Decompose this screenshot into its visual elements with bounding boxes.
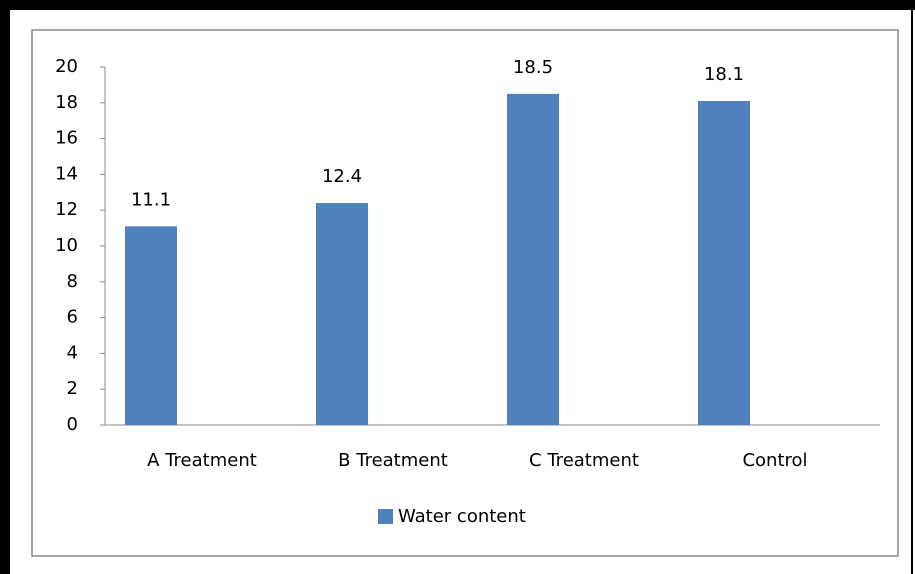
x-tick-label: B Treatment xyxy=(338,450,448,471)
data-label: 11.1 xyxy=(131,189,171,210)
y-tick-label: 8 xyxy=(67,271,78,292)
legend-label: Water content xyxy=(398,506,526,527)
y-tick-label: 4 xyxy=(67,342,78,363)
x-tick-label: Control xyxy=(742,450,807,471)
bar xyxy=(698,101,750,425)
y-tick-label: 18 xyxy=(55,92,78,113)
frame-top xyxy=(0,0,915,10)
y-tick-label: 2 xyxy=(67,378,78,399)
bar xyxy=(125,226,177,425)
data-label: 12.4 xyxy=(322,166,362,187)
y-tick-label: 20 xyxy=(55,56,78,77)
bar xyxy=(316,203,368,425)
frame-right xyxy=(911,0,913,574)
bar xyxy=(507,93,559,425)
y-tick-label: 0 xyxy=(67,414,78,435)
y-tick-label: 14 xyxy=(55,163,78,184)
data-label: 18.1 xyxy=(704,64,744,85)
y-tick-label: 12 xyxy=(55,199,78,220)
legend-swatch xyxy=(378,509,393,524)
frame-left xyxy=(0,0,10,574)
x-tick-label: C Treatment xyxy=(529,450,639,471)
data-label: 18.5 xyxy=(513,57,553,78)
y-tick-label: 10 xyxy=(55,235,78,256)
y-tick-label: 16 xyxy=(55,128,78,149)
x-tick-label: A Treatment xyxy=(147,450,257,471)
y-tick-label: 6 xyxy=(67,307,78,328)
